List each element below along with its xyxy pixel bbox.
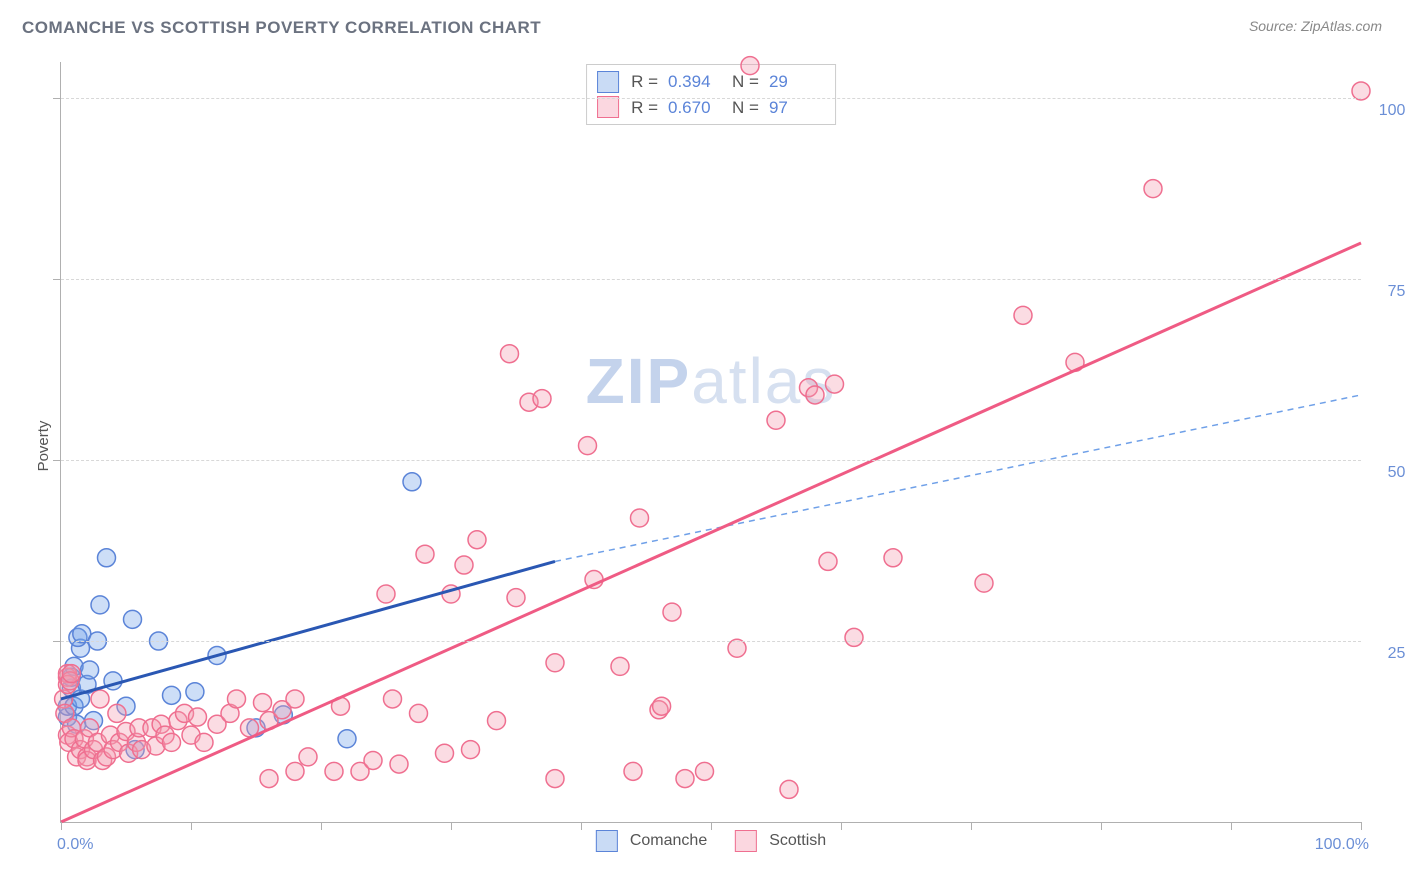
- y-axis-value: 50.0%: [1388, 464, 1406, 482]
- source-attribution: Source: ZipAtlas.com: [1249, 18, 1382, 34]
- legend-bottom: Comanche Scottish: [596, 830, 826, 852]
- y-axis-value: 75.0%: [1388, 283, 1406, 301]
- scatter-svg: [61, 62, 1361, 822]
- y-axis-label: Poverty: [35, 421, 52, 472]
- y-axis-value: 25.0%: [1388, 645, 1406, 663]
- legend-item-comanche: Comanche: [596, 830, 707, 852]
- x-axis-value: 0.0%: [57, 836, 93, 854]
- y-axis-value: 100.0%: [1379, 102, 1406, 120]
- x-axis-value: 100.0%: [1315, 836, 1369, 854]
- chart-plot-area: ZIPatlas R =0.394 N =29 R =0.670 N =97 C…: [60, 62, 1361, 823]
- chart-title: COMANCHE VS SCOTTISH POVERTY CORRELATION…: [22, 18, 541, 38]
- legend-item-scottish: Scottish: [735, 830, 826, 852]
